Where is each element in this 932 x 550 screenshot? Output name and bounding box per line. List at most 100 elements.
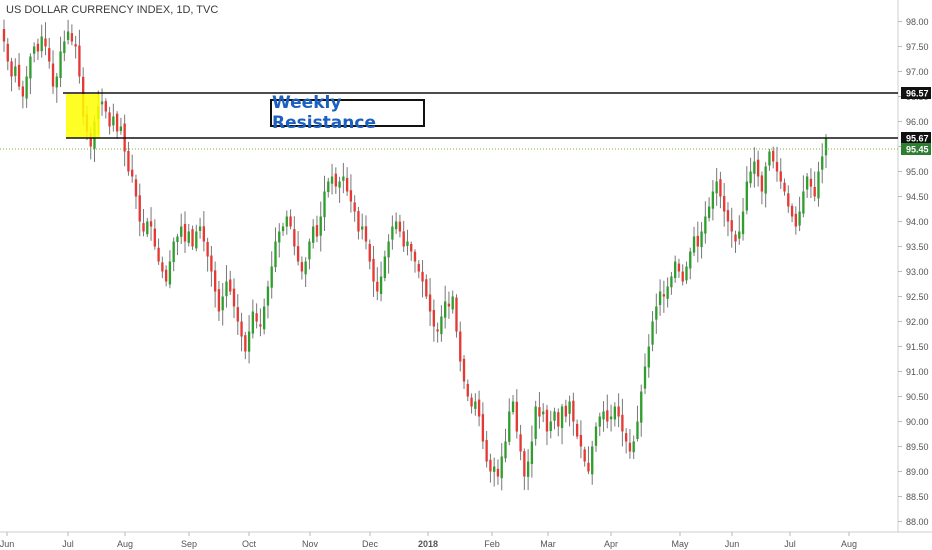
candle-body	[206, 241, 209, 257]
candle-body	[670, 276, 673, 288]
candle-body	[609, 416, 613, 420]
candle-body	[489, 459, 492, 472]
candle-body	[787, 193, 790, 207]
candle-body	[466, 384, 469, 397]
candle-body	[383, 256, 387, 279]
y-tick-label: 95.00	[906, 167, 929, 177]
x-tick-label: 2018	[418, 539, 438, 549]
candle-body	[428, 294, 432, 312]
candle-body	[70, 33, 74, 42]
x-tick-label: Jun	[0, 539, 14, 549]
candle-body	[583, 449, 586, 462]
candle-body	[191, 229, 194, 247]
candle-body	[372, 258, 375, 282]
candle-body	[394, 221, 398, 230]
candle-body	[538, 407, 541, 417]
candle-body	[104, 101, 107, 112]
candle-body	[210, 255, 213, 272]
candle-body	[455, 297, 458, 332]
candle-body	[519, 434, 522, 452]
candle-body	[715, 181, 718, 194]
candle-body	[606, 410, 609, 422]
candle-body	[51, 63, 55, 87]
candle-body	[232, 288, 236, 307]
candle-body	[775, 161, 779, 172]
candle-body	[515, 401, 518, 432]
candle-body	[809, 178, 813, 187]
candle-body	[632, 441, 635, 453]
candle-body	[44, 38, 47, 47]
candle-body	[564, 405, 567, 417]
y-tick-label: 92.00	[906, 317, 929, 327]
y-tick-label: 88.50	[906, 492, 929, 502]
y-tick-label: 93.50	[906, 242, 929, 252]
x-tick-label: Dec	[362, 539, 379, 549]
candle-body	[164, 269, 168, 282]
candle-body	[25, 76, 28, 99]
candle-body	[36, 43, 40, 52]
candle-body	[198, 226, 202, 231]
chart-title: US DOLLAR CURRENCY INDEX, 1D, TVC	[6, 4, 219, 16]
candle-body	[756, 159, 760, 177]
candle-body	[225, 281, 228, 297]
candle-body	[689, 251, 692, 269]
candle-body	[270, 266, 273, 288]
candle-body	[485, 440, 488, 462]
y-tick-label: 90.50	[906, 392, 929, 402]
price-badge-current-bg	[901, 143, 931, 155]
candle-body	[142, 223, 145, 232]
candle-body	[327, 181, 330, 193]
candle-body	[391, 226, 394, 240]
candle-body	[805, 176, 809, 190]
y-tick-label: 91.50	[906, 342, 929, 352]
candle-body	[236, 307, 239, 322]
candle-body	[685, 266, 688, 281]
y-tick-label: 90.00	[906, 417, 929, 427]
candle-body	[108, 112, 111, 127]
candle-body	[285, 216, 288, 227]
candle-body	[368, 243, 371, 262]
candle-body	[259, 324, 262, 327]
candle-body	[40, 36, 43, 52]
candle-body	[560, 406, 564, 429]
y-tick-label: 94.00	[906, 217, 929, 227]
candle-body	[78, 45, 81, 77]
candle-body	[575, 423, 579, 437]
y-tick-label: 97.00	[906, 67, 929, 77]
candle-body	[161, 262, 164, 272]
candle-body	[240, 321, 243, 337]
candle-body	[349, 190, 353, 202]
candle-body	[14, 66, 17, 76]
candle-body	[598, 416, 601, 427]
candle-body	[338, 181, 341, 188]
candle-body	[545, 409, 549, 432]
x-tick-label: Oct	[242, 539, 257, 549]
candle-body	[153, 228, 156, 247]
candle-body	[255, 313, 258, 322]
candle-body	[662, 294, 666, 297]
candle-body	[247, 331, 251, 352]
candle-body	[553, 411, 556, 421]
candle-body	[376, 281, 379, 292]
y-tick-label: 91.00	[906, 367, 929, 377]
candle-body	[557, 412, 560, 427]
candle-body	[496, 468, 500, 477]
candle-body	[413, 251, 417, 262]
y-tick-label: 89.50	[906, 442, 929, 452]
candle-body	[334, 173, 337, 187]
candle-body	[10, 61, 13, 77]
candle-body	[738, 231, 741, 239]
candle-body	[655, 306, 658, 320]
candle-body	[749, 171, 752, 184]
candle-body	[628, 442, 632, 452]
candle-body	[504, 441, 507, 459]
candle-body	[500, 456, 503, 479]
candle-body	[402, 231, 405, 247]
candle-body	[138, 195, 141, 222]
candle-body	[398, 221, 402, 232]
candle-body	[568, 401, 571, 414]
candle-body	[74, 44, 77, 47]
candle-body	[764, 166, 767, 194]
